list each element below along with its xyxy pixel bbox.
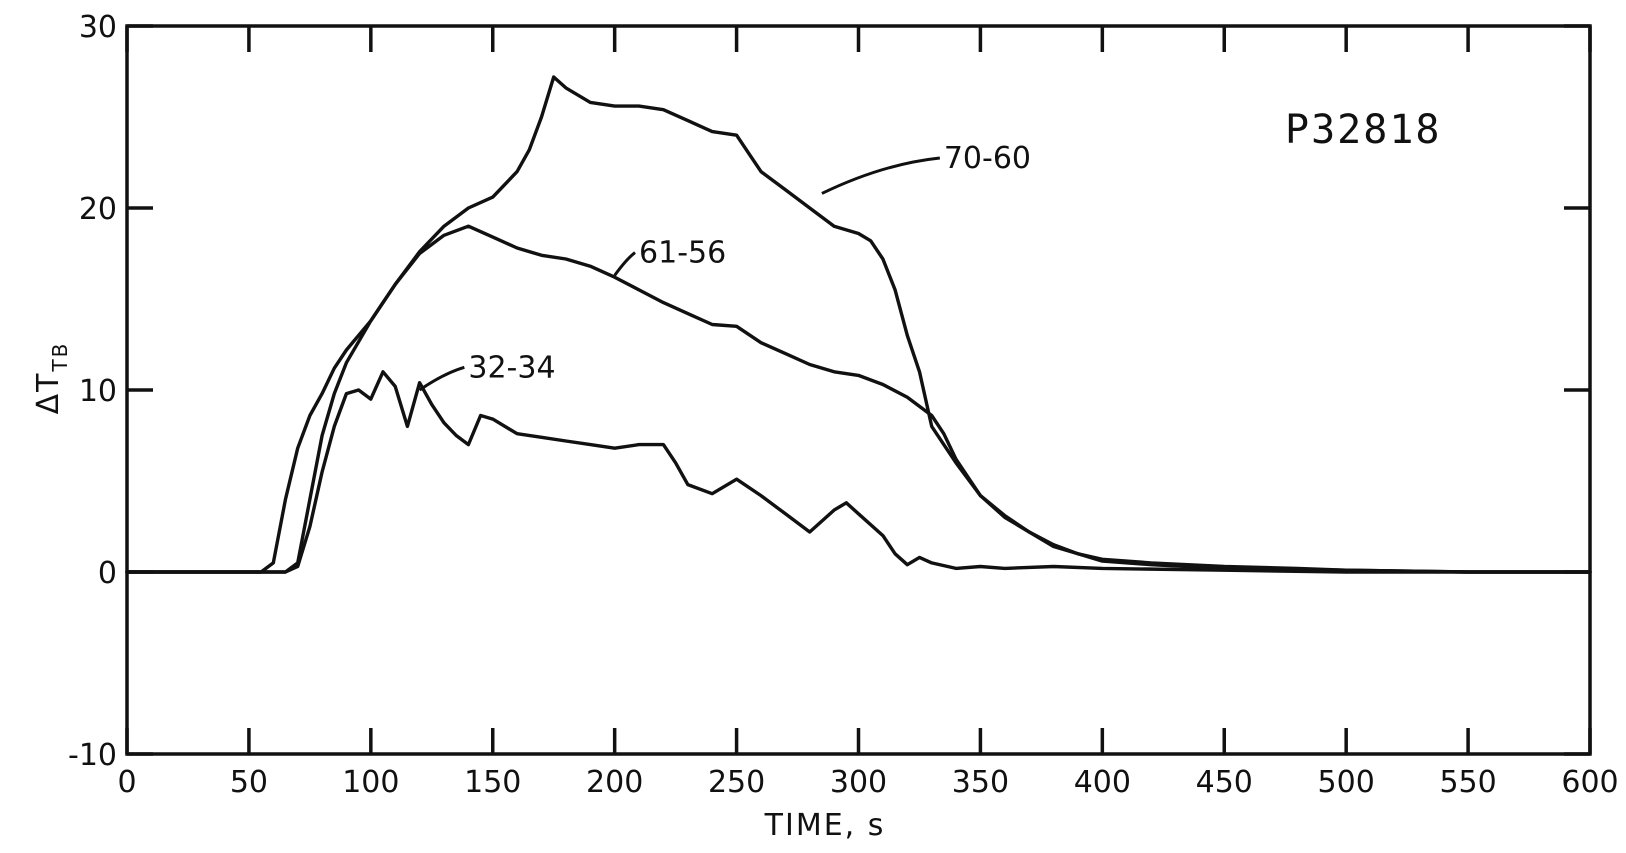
series-leader-70-60 (821, 156, 940, 195)
series-line-61-56 (125, 224, 1592, 574)
x-tick-label-8: 400 (1074, 765, 1131, 800)
series-label-70-60: 70-60 (944, 141, 1031, 176)
y-tick-label-2: 10 (79, 374, 117, 409)
y-axis-title-subscript: TB (48, 342, 72, 373)
x-tick-label-5: 250 (708, 765, 765, 800)
y-tick-label-1: 0 (98, 556, 117, 591)
series-labels: 70-60 61-56 32-34 (418, 141, 1031, 392)
svg-text:ΔTTB: ΔTTB (31, 342, 72, 415)
y-axis-title-main: ΔT (31, 372, 66, 415)
x-tick-label-4: 200 (586, 765, 643, 800)
x-tick-label-10: 500 (1318, 765, 1375, 800)
x-tick-labels: 0 50 100 150 200 250 300 350 400 450 500 550 600 (117, 765, 1618, 800)
x-tick-label-9: 450 (1196, 765, 1253, 800)
run-id-label: P32818 (1285, 107, 1442, 153)
series-label-32-34: 32-34 (468, 350, 555, 385)
series-group (125, 75, 1592, 574)
y-axis-title: ΔTTB (31, 342, 72, 415)
x-axis-title: TIME, s (764, 808, 886, 843)
series-line-32-34 (125, 370, 1592, 574)
x-tick-label-2: 100 (342, 765, 399, 800)
y-tick-label-3: 20 (79, 192, 117, 227)
x-tick-label-11: 550 (1439, 765, 1496, 800)
x-tick-label-1: 50 (230, 765, 268, 800)
y-tick-label-0: -10 (68, 738, 117, 773)
x-tick-label-12: 600 (1561, 765, 1618, 800)
x-tick-label-6: 300 (830, 765, 887, 800)
series-leader-32-34 (418, 365, 465, 392)
x-tick-label-3: 150 (464, 765, 521, 800)
x-tick-label-0: 0 (117, 765, 136, 800)
series-leader-61-56 (613, 251, 636, 277)
x-tick-label-7: 350 (952, 765, 1009, 800)
y-tick-labels: -10 0 10 20 30 (68, 10, 117, 773)
tick-marks (125, 24, 1592, 756)
y-tick-label-4: 30 (79, 10, 117, 45)
series-label-61-56: 61-56 (639, 236, 726, 271)
